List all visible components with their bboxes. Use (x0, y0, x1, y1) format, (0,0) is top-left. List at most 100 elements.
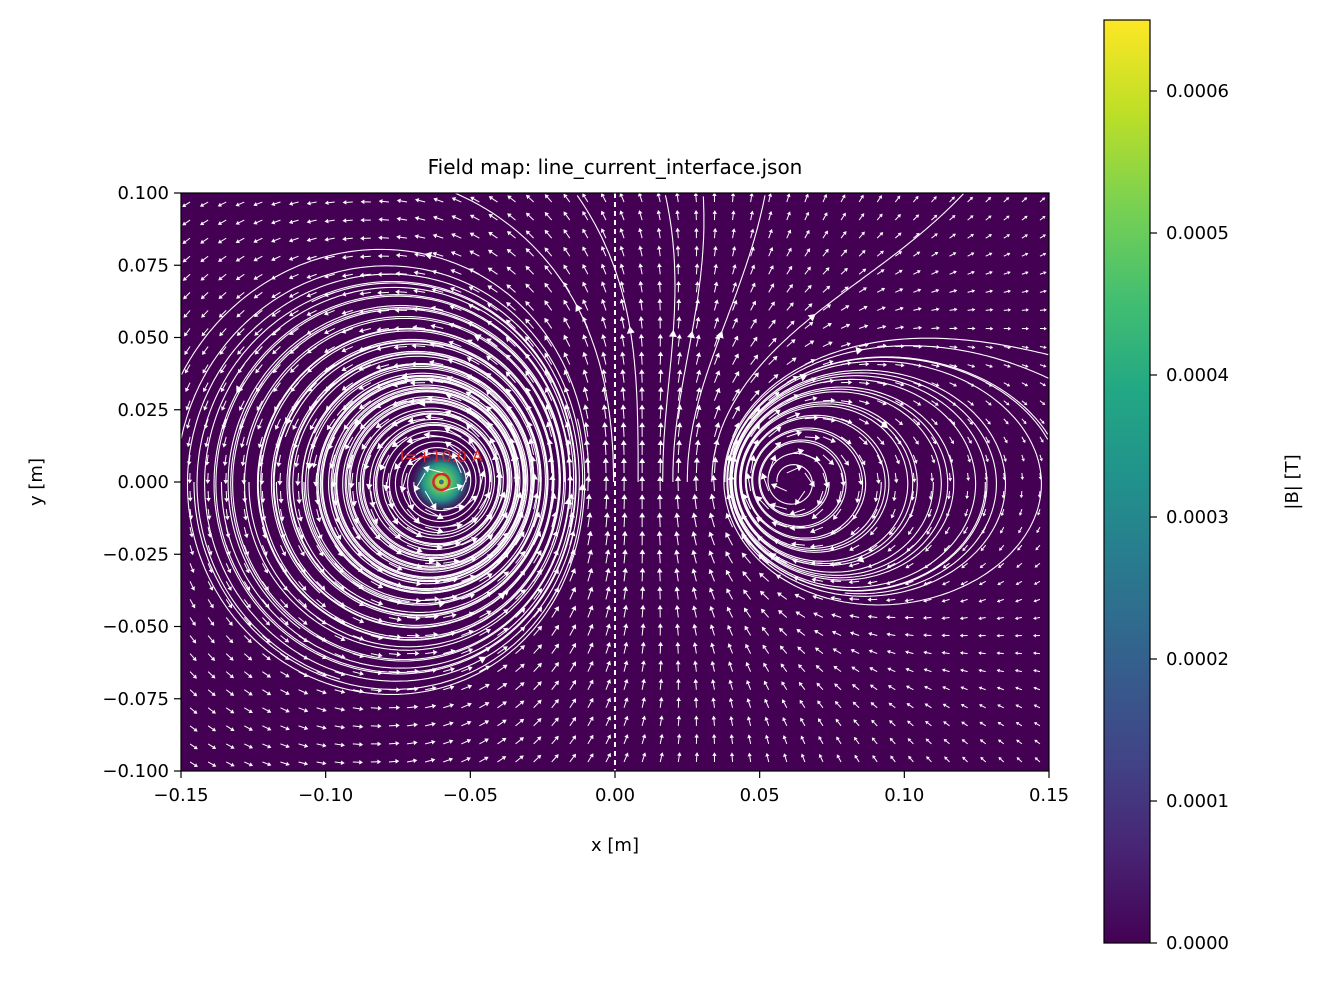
quiver-arrow (909, 740, 914, 745)
quiver-arrow (981, 705, 986, 709)
quiver-arrow-head (502, 719, 507, 724)
quiver-arrow (985, 290, 991, 293)
quiver-arrow (309, 273, 317, 278)
quiver-arrow (780, 612, 788, 618)
quiver-arrow (800, 666, 806, 672)
quiver-arrow-head (204, 443, 209, 448)
quiver-arrow-head (501, 737, 507, 742)
quiver-arrow-head (935, 382, 940, 387)
quiver-arrow (399, 273, 408, 275)
quiver-arrow (930, 454, 934, 461)
quiver-arrow (967, 235, 972, 239)
quiver-arrow-head (675, 193, 680, 197)
quiver-arrow-head (765, 752, 770, 757)
quiver-arrow-head (695, 334, 701, 340)
quiver-arrow-head (201, 313, 206, 318)
quiver-arrow-head (996, 686, 1001, 690)
quiver-arrow (981, 723, 986, 727)
quiver-arrow (565, 320, 571, 329)
quiver-arrow-head (242, 498, 248, 503)
quiver-arrow (334, 526, 340, 536)
quiver-arrow (605, 719, 610, 727)
quiver-arrow-head (640, 660, 646, 665)
quiver-arrow (587, 517, 590, 528)
quiver-arrow-head (659, 752, 664, 757)
quiver-arrow-head (582, 369, 588, 375)
quiver-arrow (895, 400, 901, 404)
quiver-arrow-head (537, 644, 543, 650)
quiver-arrow (713, 426, 718, 437)
quiver-arrow-head (600, 245, 606, 251)
quiver-arrow (871, 544, 878, 550)
quiver-arrow-head (571, 735, 577, 740)
quiver-arrow-head (283, 603, 289, 609)
quiver-arrow-head (220, 368, 225, 374)
quiver-arrow (188, 454, 191, 462)
quiver-arrow (852, 544, 860, 550)
quiver-arrow-head (1015, 599, 1019, 603)
quiver-arrow-head (914, 440, 919, 445)
quiver-arrow (817, 631, 824, 636)
quiver-arrow (473, 216, 480, 221)
quiver-arrow (603, 373, 607, 383)
quiver-arrow-head (554, 662, 559, 667)
quiver-arrow-head (942, 581, 946, 586)
quiver-arrow-head (376, 442, 384, 450)
quiver-arrow (443, 705, 451, 709)
quiver-arrow-head (320, 585, 326, 591)
quiver-arrow (677, 213, 679, 221)
quiver-arrow-head (396, 616, 402, 622)
quiver-arrow (623, 664, 627, 672)
quiver-arrow-head (987, 196, 992, 201)
quiver-arrow (256, 310, 263, 316)
quiver-arrow (370, 635, 379, 639)
quiver-arrow-head (544, 247, 549, 253)
quiver-arrow (352, 743, 360, 745)
quiver-arrow-head (450, 251, 456, 256)
quiver-arrow (695, 320, 699, 329)
quiver-arrow (659, 664, 662, 672)
quiver-arrow-head (997, 721, 1002, 726)
quiver-arrow-head (267, 726, 272, 731)
quiver-arrow (189, 599, 194, 606)
quiver-arrow (185, 255, 191, 261)
quiver-arrow-head (240, 443, 245, 448)
quiver-arrow (425, 616, 435, 618)
quiver-arrow (658, 231, 661, 239)
quiver-arrow (872, 668, 878, 673)
quiver-arrow-head (693, 210, 699, 214)
quiver-arrow (802, 756, 806, 763)
quiver-arrow (801, 702, 806, 709)
quiver-arrow-head (988, 402, 992, 406)
quiver-arrow-head (827, 323, 832, 327)
quiver-arrow (694, 498, 697, 510)
quiver-arrow (985, 216, 990, 221)
quiver-arrow (417, 272, 426, 275)
quiver-arrow-head (218, 294, 223, 299)
quiver-arrow (694, 664, 697, 672)
quiver-arrow-head (396, 216, 401, 222)
quiver-arrow-head (588, 623, 594, 629)
quiver-arrow (732, 409, 738, 420)
quiver-arrow-head (1006, 383, 1011, 387)
quiver-arrow-head (554, 680, 559, 686)
quiver-arrow (388, 598, 398, 603)
quiver-arrow (1039, 382, 1044, 386)
quiver-arrow-head (781, 699, 786, 704)
quiver-arrow (858, 197, 863, 203)
quiver-arrow (711, 591, 715, 600)
quiver-arrow-head (1007, 289, 1011, 294)
quiver-arrow (877, 382, 884, 385)
quiver-arrow-head (449, 685, 455, 690)
quiver-arrow (1017, 670, 1022, 673)
quiver-arrow-head (211, 709, 216, 714)
quiver-arrow-head (465, 391, 472, 398)
quiver-arrow-head (769, 247, 774, 252)
quiver-arrow (963, 722, 968, 727)
quiver-arrow (472, 252, 480, 257)
quiver-arrow-head (694, 715, 699, 720)
quiver-arrow (963, 705, 968, 709)
quiver-arrow (750, 267, 754, 275)
y-tick-label: −0.100 (102, 761, 169, 782)
quiver-arrow-head (639, 567, 646, 573)
